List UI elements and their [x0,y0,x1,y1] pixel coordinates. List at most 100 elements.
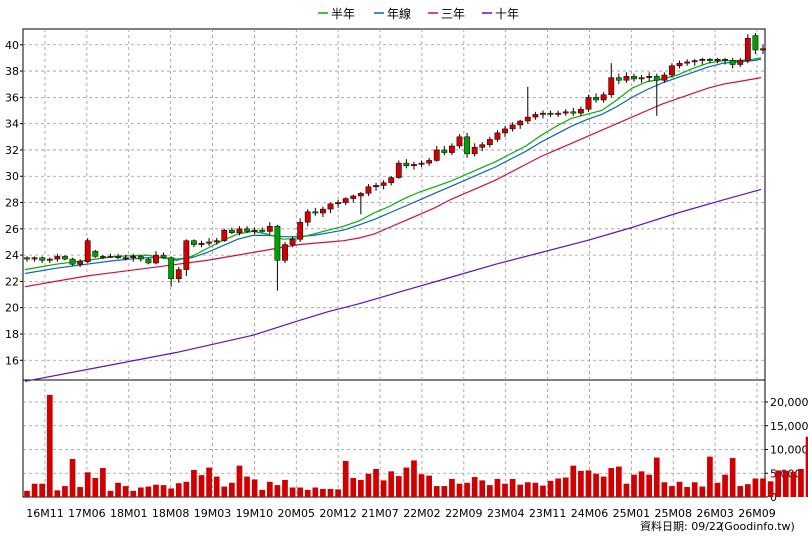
candle-body [191,240,197,245]
volume-bar [585,470,592,497]
volume-bar [312,487,319,497]
volume-bar [471,477,478,497]
candle-body [327,203,334,210]
volume-bar [502,483,508,497]
candle-body [137,256,144,260]
volume-bar [153,484,159,497]
candle-body [426,160,433,164]
volume-bar [509,478,516,497]
volume-bar [684,487,690,497]
volume-bar [441,486,448,497]
candle-body [532,114,539,118]
date-tick-label: 26M09 [738,507,776,520]
candle-body [46,258,53,261]
volume-bar [593,473,599,497]
candle-body [236,228,243,234]
volume-bar [737,486,744,497]
candle-body [221,229,228,241]
volume-bar [84,472,91,497]
candle-body [62,256,68,260]
price-tick-label: 24 [5,249,19,262]
candle-body [691,60,698,63]
volume-bar [790,471,797,497]
candle-body [266,225,273,232]
date-tick-label: 18M08 [152,507,190,520]
volume-bar [198,475,205,497]
volume-bar [137,487,144,497]
candle-body [631,76,637,80]
chart-legend: 半年 年線 三年 十年 [318,6,519,21]
volume-bar [92,478,99,497]
date-tick-label: 23M11 [529,507,567,520]
price-tick-label: 30 [5,170,19,183]
candle-body [540,112,546,115]
candle-body [395,162,402,178]
volume-bar [77,487,83,497]
candle-body [449,145,455,153]
volume-tick-label: 10,000 [770,444,808,457]
candle-body [69,258,76,265]
volume-bar [411,460,417,497]
volume-bar [380,480,387,497]
candle-body [638,77,645,80]
ma-three-year-line [24,77,762,288]
candle-body [547,112,554,115]
volume-bar [555,478,561,497]
legend-label-2: 三年 [441,7,465,21]
volume-bar [570,465,577,497]
candle-body [479,144,486,148]
candle-body [752,35,759,51]
volume-bar [145,486,152,497]
candle-body [608,77,615,95]
volume-bar [373,468,379,497]
volume-bar [213,476,220,497]
price-tick-label: 22 [5,275,19,288]
candle-body [153,254,159,264]
volume-bar [122,486,129,497]
volume-bar [206,467,212,497]
candle-body [373,185,379,188]
candle-body [312,211,319,214]
volume-bar [479,480,486,497]
volume-bar [532,482,539,497]
volume-bar [805,436,808,497]
price-tick-label: 20 [5,302,19,315]
candle-body [350,195,357,199]
volume-bar [669,486,675,497]
candle-body [653,76,660,81]
candle-body [593,97,599,101]
date-tick-label: 18M01 [110,507,148,520]
candle-body [84,240,91,262]
date-tick-label: 20M05 [278,507,316,520]
chart-grid [23,29,765,497]
candle-body [722,58,728,61]
candle-body [502,128,508,134]
volume-tick-label: 20,000 [770,396,808,409]
volume-bar [327,488,334,497]
date-tick-label: 24M06 [571,507,609,520]
candle-body [274,225,281,261]
date-tick-label: 19M03 [194,507,232,520]
volume-bar [46,394,53,497]
candle-body [244,228,250,232]
volume-bar [615,466,622,497]
volume-bar [707,456,713,497]
volume-bar [729,458,736,497]
candle-body [661,74,668,81]
price-tick-label: 36 [5,91,19,104]
candle-body [509,124,516,130]
candle-body [684,61,691,64]
price-tick-label: 18 [5,328,19,341]
candle-body [99,256,106,258]
candle-body [418,162,425,165]
date-tick-label: 22M02 [403,507,441,520]
volume-bar [578,470,584,497]
volume-bar [494,478,501,497]
candle-body [54,256,61,260]
volume-bar [691,482,698,497]
volume-bar [449,478,455,497]
candle-body [464,136,470,155]
candle-body [585,97,592,110]
price-tick-label: 28 [5,197,19,210]
candle-body [115,256,121,258]
